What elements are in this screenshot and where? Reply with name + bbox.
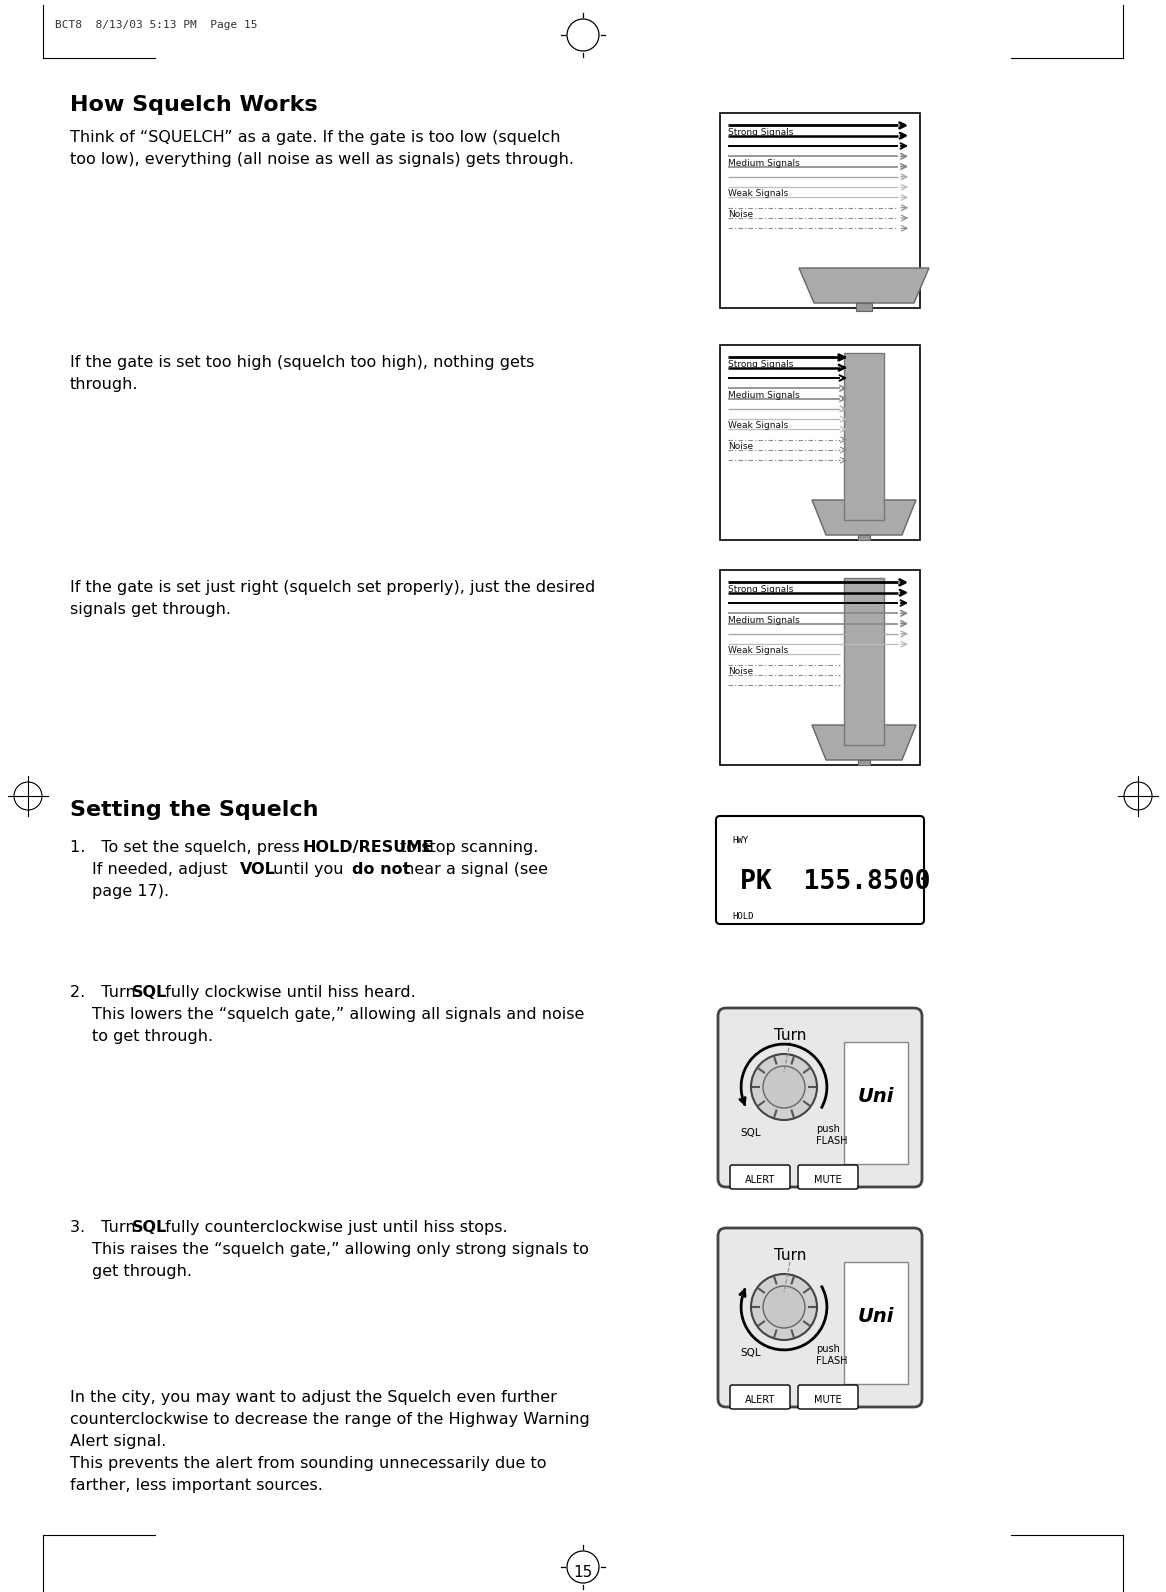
Bar [844,353,884,521]
Circle shape [763,1067,805,1108]
Polygon shape [812,724,916,759]
Text: too low), everything (all noise as well as signals) gets through.: too low), everything (all noise as well … [70,151,574,167]
Text: In the city, you may want to adjust the Squelch even further: In the city, you may want to adjust the … [70,1390,557,1406]
FancyBboxPatch shape [730,1165,791,1189]
Text: If the gate is set too high (squelch too high), nothing gets: If the gate is set too high (squelch too… [70,355,534,369]
Text: This lowers the “squelch gate,” allowing all signals and noise: This lowers the “squelch gate,” allowing… [92,1008,584,1022]
Bar [719,345,920,540]
Text: SQL: SQL [132,985,167,1000]
Text: If the gate is set just right (squelch set properly), just the desired: If the gate is set just right (squelch s… [70,579,596,595]
Text: Turn: Turn [774,1248,806,1262]
Text: Medium Signals: Medium Signals [728,159,800,167]
Text: hear a signal (see: hear a signal (see [399,861,548,877]
FancyBboxPatch shape [730,1385,791,1409]
Text: Medium Signals: Medium Signals [728,616,800,624]
Text: to stop scanning.: to stop scanning. [395,841,539,855]
Text: Noise: Noise [728,667,753,677]
Text: get through.: get through. [92,1264,192,1278]
Text: Strong Signals: Strong Signals [728,584,793,594]
Bar [858,535,870,540]
Text: Uni: Uni [858,1307,894,1326]
Text: SQL: SQL [132,1219,167,1235]
FancyBboxPatch shape [798,1165,858,1189]
Text: fully clockwise until hiss heard.: fully clockwise until hiss heard. [160,985,416,1000]
Text: Medium Signals: Medium Signals [728,390,800,400]
FancyBboxPatch shape [718,1008,922,1188]
Text: Weak Signals: Weak Signals [728,422,788,430]
Bar [719,1231,920,1406]
Text: do not: do not [352,861,410,877]
Bar [719,113,920,307]
Text: signals get through.: signals get through. [70,602,231,618]
Text: 15: 15 [574,1565,592,1579]
Circle shape [763,1286,805,1328]
Text: counterclockwise to decrease the range of the Highway Warning: counterclockwise to decrease the range o… [70,1412,590,1426]
Bar [844,578,884,745]
Text: SQL: SQL [740,1129,760,1138]
Text: until you: until you [268,861,349,877]
Text: Weak Signals: Weak Signals [728,189,788,199]
Text: HWY: HWY [732,836,749,845]
Circle shape [751,1054,817,1121]
Text: farther, less important sources.: farther, less important sources. [70,1477,323,1493]
Text: Setting the Squelch: Setting the Squelch [70,801,318,820]
Text: This prevents the alert from sounding unnecessarily due to: This prevents the alert from sounding un… [70,1457,547,1471]
Text: Alert signal.: Alert signal. [70,1434,167,1449]
Text: If needed, adjust: If needed, adjust [92,861,233,877]
Text: fully counterclockwise just until hiss stops.: fully counterclockwise just until hiss s… [160,1219,507,1235]
Bar [844,1261,908,1383]
Text: Uni: Uni [858,1087,894,1106]
Text: 1. To set the squelch, press: 1. To set the squelch, press [70,841,304,855]
Text: 2. Turn: 2. Turn [70,985,141,1000]
Text: VOL: VOL [240,861,276,877]
Text: SQL: SQL [740,1348,760,1358]
Bar [719,1009,920,1184]
Polygon shape [799,267,929,302]
Text: How Squelch Works: How Squelch Works [70,96,317,115]
Text: through.: through. [70,377,139,392]
Text: push
FLASH: push FLASH [816,1124,848,1146]
Text: HOLD/RESUME: HOLD/RESUME [303,841,434,855]
Text: Weak Signals: Weak Signals [728,646,788,656]
Text: Strong Signals: Strong Signals [728,360,793,369]
FancyBboxPatch shape [798,1385,858,1409]
Text: MUTE: MUTE [814,1175,842,1184]
Text: Strong Signals: Strong Signals [728,127,793,137]
Circle shape [751,1274,817,1340]
Text: ALERT: ALERT [745,1395,775,1406]
Text: page 17).: page 17). [92,884,169,899]
Text: push
FLASH: push FLASH [816,1344,848,1366]
Bar [858,759,870,766]
Text: 3. Turn: 3. Turn [70,1219,141,1235]
FancyBboxPatch shape [718,1227,922,1407]
Text: Noise: Noise [728,443,753,451]
Text: Think of “SQUELCH” as a gate. If the gate is too low (squelch: Think of “SQUELCH” as a gate. If the gat… [70,131,561,145]
Bar [844,1041,908,1164]
Text: This raises the “squelch gate,” allowing only strong signals to: This raises the “squelch gate,” allowing… [92,1242,589,1258]
Text: HOLD: HOLD [732,912,753,922]
Text: to get through.: to get through. [92,1028,213,1044]
Text: MUTE: MUTE [814,1395,842,1406]
Text: Noise: Noise [728,210,753,220]
Bar [856,302,872,310]
FancyBboxPatch shape [716,817,923,923]
Text: PK  155.8500: PK 155.8500 [740,869,930,895]
Bar [719,570,920,766]
Text: BCT8  8/13/03 5:13 PM  Page 15: BCT8 8/13/03 5:13 PM Page 15 [55,21,258,30]
Text: Turn: Turn [774,1028,806,1043]
Text: ALERT: ALERT [745,1175,775,1184]
Polygon shape [812,500,916,535]
